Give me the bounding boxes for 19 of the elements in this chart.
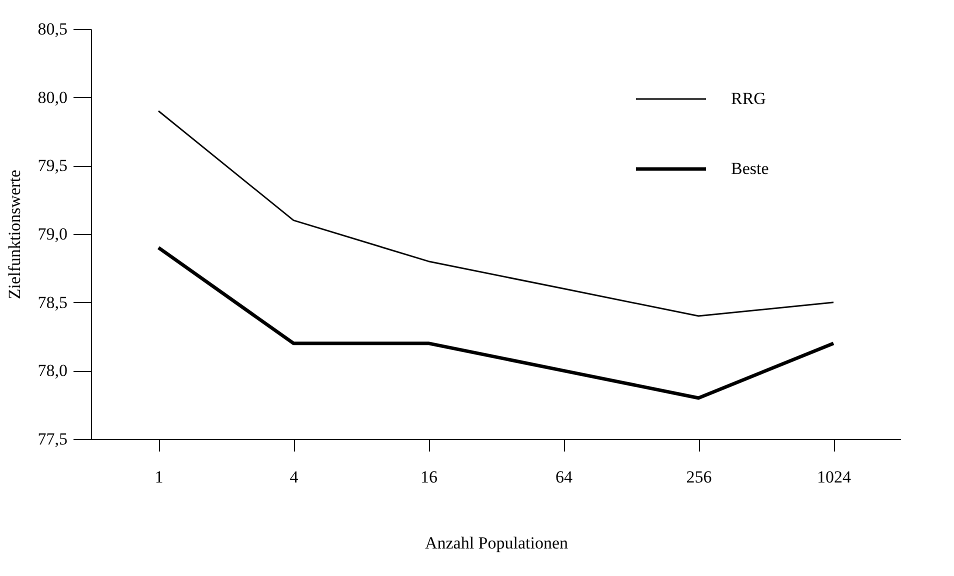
y-tick-label: 78,0	[38, 361, 68, 380]
x-tick-label: 4	[290, 468, 299, 486]
y-tick-label: 80,5	[38, 20, 68, 38]
x-tick-label: 16	[420, 468, 438, 486]
legend-label: Beste	[731, 159, 769, 178]
x-tick-label: 256	[686, 468, 712, 486]
x-tick-label: 1024	[817, 468, 852, 486]
y-tick-label: 80,0	[38, 88, 68, 107]
line-series	[156, 246, 836, 400]
y-tick-label: 77,5	[38, 430, 68, 448]
y-tick-label: 79,5	[38, 156, 68, 176]
y-axis-title: Zielfunktionswerte	[4, 170, 24, 300]
x-axis-title: Anzahl Populationen	[424, 534, 569, 552]
y-tick-label: 79,0	[38, 224, 68, 244]
legend-label: RRG	[731, 89, 766, 108]
line-series	[158, 110, 834, 317]
y-tick-label: 78,5	[38, 292, 68, 312]
x-tick-label: 1	[154, 468, 164, 486]
x-tick-label: 64	[556, 468, 573, 486]
